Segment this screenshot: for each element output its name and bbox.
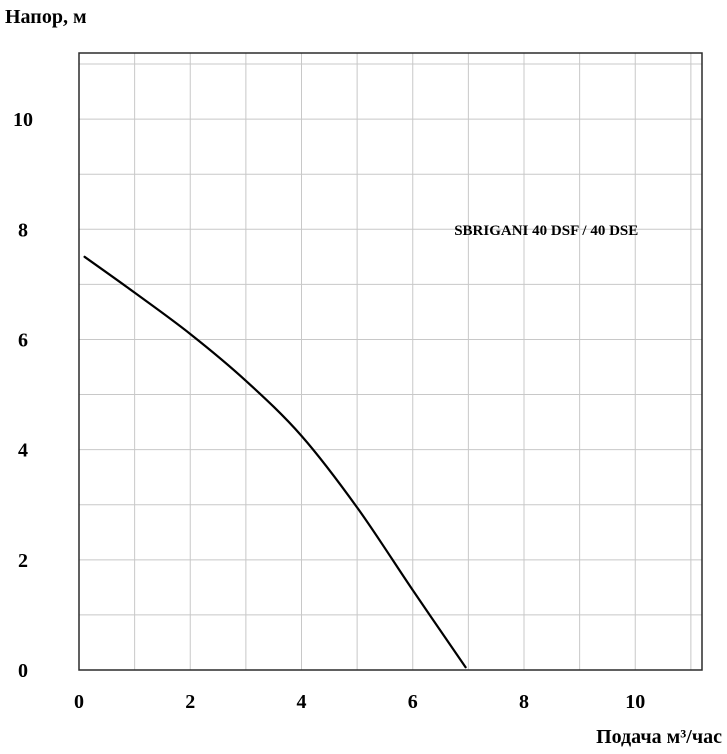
grid <box>79 53 702 670</box>
x-tick-labels: 0 2 4 6 8 10 <box>74 691 645 713</box>
y-tick-label: 4 <box>18 440 28 462</box>
x-tick-label: 2 <box>185 691 195 713</box>
series-layer <box>83 255 467 669</box>
y-tick-labels: 0 2 4 6 8 10 <box>13 109 33 682</box>
x-axis-title: Подача м³/час <box>596 726 722 748</box>
x-tick-label: 6 <box>408 691 418 713</box>
y-tick-label: 2 <box>18 550 28 572</box>
annotations: SBRIGANI 40 DSF / 40 DSE <box>454 223 638 239</box>
x-tick-label: 10 <box>625 691 645 713</box>
y-tick-label: 8 <box>18 219 28 241</box>
x-tick-label: 4 <box>297 691 307 713</box>
y-tick-label: 0 <box>18 660 28 682</box>
y-axis-title: Напор, м <box>5 6 87 28</box>
model-annotation: SBRIGANI 40 DSF / 40 DSE <box>454 223 638 239</box>
y-tick-label: 10 <box>13 109 33 131</box>
x-tick-label: 8 <box>519 691 529 713</box>
y-tick-label: 6 <box>18 329 28 351</box>
plot-frame <box>78 52 703 671</box>
x-tick-label: 0 <box>74 691 84 713</box>
pump-curve-line <box>83 255 467 669</box>
